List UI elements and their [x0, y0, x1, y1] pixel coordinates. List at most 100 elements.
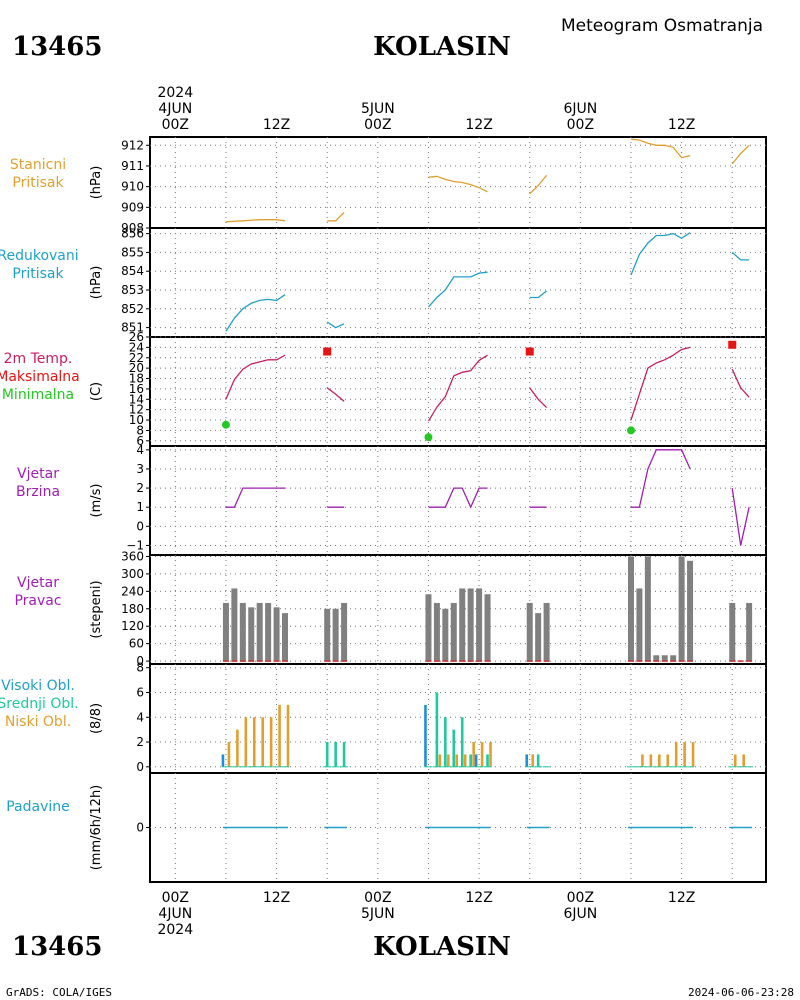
cloud-bar — [221, 754, 225, 767]
series-line — [428, 271, 488, 308]
y-tick-label: 0 — [136, 821, 144, 835]
series-line — [529, 387, 548, 409]
panel-label: 2m Temp. — [4, 351, 73, 367]
max-temp-marker — [323, 347, 332, 356]
series-line — [225, 294, 286, 332]
cloud-bar — [742, 754, 745, 767]
cloud-bar — [452, 729, 456, 767]
y-tick-label: 854 — [121, 264, 144, 278]
y-tick-label: 853 — [121, 283, 144, 297]
y-tick-label: 6 — [136, 434, 144, 448]
panel-wind_speed: −1 0 1 2 3 4 (m/s) Vjetar Brzina — [16, 443, 767, 556]
y-tick-label: 4 — [136, 443, 144, 457]
y-tick-label: 852 — [121, 302, 144, 316]
wind-direction-bar — [265, 602, 272, 662]
wind-direction-bar — [231, 588, 238, 662]
wind-direction-bar — [476, 588, 483, 662]
series-line — [731, 368, 750, 398]
panel-clouds: 0 2 4 6 8 (8/8) Visoki Obl. Srednji Obl. Niski O… — [0, 661, 767, 774]
min-temp-marker — [626, 426, 635, 435]
panel-label: Vjetar — [17, 575, 59, 591]
y-tick-label: 20 — [129, 361, 144, 375]
product-title: Meteogram Osmatranja — [561, 16, 763, 36]
panel-label: Maksimalna — [0, 369, 80, 385]
cloud-bar — [474, 754, 478, 767]
y-tick-label: −1 — [126, 538, 144, 552]
y-tick-label: 24 — [129, 340, 144, 354]
bottom-time-label: 12Z — [263, 890, 290, 906]
bottom-time-label: 12Z — [668, 890, 695, 906]
cloud-bar — [455, 754, 459, 767]
panel-frame — [149, 227, 767, 338]
cloud-bar — [236, 729, 239, 767]
y-tick-label: 360 — [121, 549, 144, 563]
panel-label: Vjetar — [17, 466, 59, 482]
panel-frame — [149, 445, 767, 556]
cloud-bar — [691, 742, 695, 767]
y-tick-label: 26 — [129, 330, 144, 344]
y-tick-label: 0 — [136, 519, 144, 533]
min-temp-marker — [221, 420, 230, 429]
wind-direction-bar — [450, 602, 457, 662]
series-line — [427, 354, 488, 422]
panel-precipitation: 0 (mm/6h/12h) Padavine — [6, 772, 767, 883]
cloud-bar — [649, 754, 653, 767]
series-line — [225, 219, 286, 223]
top-time-label: 00Z — [364, 117, 391, 133]
bottom-time-label: 00Z — [162, 890, 189, 906]
wind-direction-bar — [535, 613, 542, 662]
credit-text: GrADS: COLA/IGES — [6, 986, 112, 999]
cloud-bar — [435, 692, 439, 767]
y-tick-label: 18 — [129, 372, 144, 386]
y-tick-label: 856 — [121, 227, 144, 241]
wind-direction-bar — [332, 608, 339, 662]
panel-reduced_pressure: 851 852 853 854 855 856 (hPa) Redukovani Pritisa… — [0, 227, 767, 338]
max-temp-marker — [525, 347, 534, 356]
y-tick-label: 2 — [136, 481, 144, 495]
panel-label: Padavine — [6, 799, 70, 815]
wind-direction-bar — [442, 608, 449, 662]
cloud-bar — [486, 754, 489, 767]
station-name-top: KOLASIN — [373, 32, 511, 62]
wind-direction-bar — [425, 594, 432, 662]
y-tick-label: 0 — [136, 760, 144, 774]
series-line — [326, 321, 345, 329]
cloud-bar — [227, 742, 231, 767]
y-axis-unit: (hPa) — [89, 266, 104, 300]
y-tick-label: 12 — [129, 403, 144, 417]
series-line — [731, 144, 750, 165]
cloud-bar — [658, 754, 661, 767]
panel-label: Pritisak — [12, 175, 64, 191]
y-tick-label: 911 — [121, 159, 144, 173]
cloud-bar — [674, 742, 678, 767]
cloud-bar — [342, 742, 346, 767]
wind-direction-bar — [222, 602, 229, 662]
cloud-bar — [438, 754, 442, 767]
y-tick-label: 0 — [136, 654, 144, 668]
panel-label: Visoki Obl. — [1, 678, 75, 694]
cloud-bar — [641, 754, 644, 767]
y-tick-label: 910 — [121, 180, 144, 194]
wind-direction-bar — [653, 655, 660, 662]
timestamp-text: 2024-06-06-23:28 — [688, 986, 794, 999]
wind-direction-bar — [484, 594, 491, 662]
bottom-time-label: 00Z — [364, 890, 391, 906]
wind-direction-bar — [459, 588, 466, 662]
cloud-bar — [325, 742, 329, 767]
y-tick-label: 851 — [121, 321, 144, 335]
series-line — [731, 488, 750, 546]
wind-direction-bar — [670, 655, 677, 662]
y-axis-unit: (8/8) — [89, 703, 104, 734]
cloud-bar — [460, 717, 464, 767]
wind-direction-bar — [627, 556, 634, 662]
y-tick-label: 912 — [121, 138, 144, 152]
series-line — [529, 290, 547, 299]
top-time-label: 12Z — [668, 117, 695, 133]
panel-label: Pravac — [14, 593, 61, 609]
bottom-time-label: 6JUN — [563, 906, 597, 922]
cloud-bar — [444, 717, 447, 767]
wind-direction-bar — [661, 655, 668, 662]
cloud-bar — [269, 717, 273, 767]
